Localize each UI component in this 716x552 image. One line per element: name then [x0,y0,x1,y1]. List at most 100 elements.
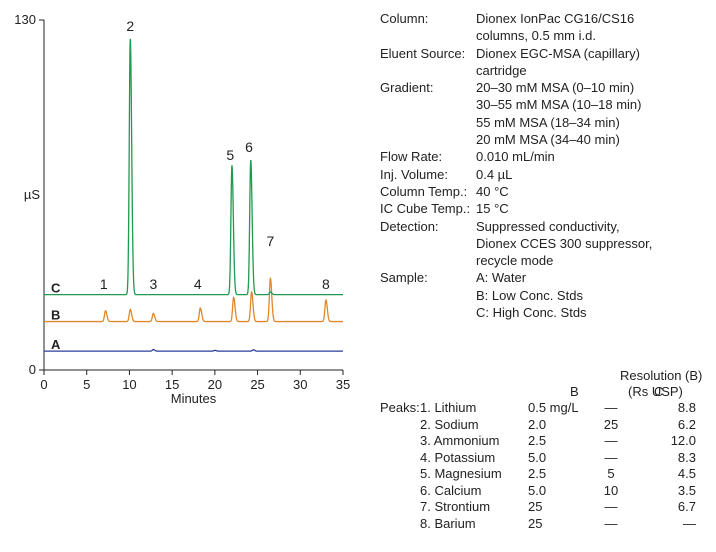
condition-label: IC Cube Temp.: [380,201,471,217]
peak-resolution: 12.0 [670,433,696,448]
peaks-label: Peaks: [380,400,420,415]
trace-B [44,276,343,323]
peak-row: Peaks: 1. Lithium 0.5 mg/L — 8.8 [380,400,696,417]
x-tick-label: 10 [122,377,136,392]
condition-label: Flow Rate: [380,149,443,165]
condition-label: Column Temp.: [380,183,468,199]
peak-label: 3 [149,276,157,292]
condition-value: 15 °C [476,201,509,217]
condition-value: B: Low Conc. Stds [476,287,583,303]
condition-values: Dionex EGC-MSA (capillary) cartridge [476,45,640,80]
peak-name: 1. Lithium [420,400,477,415]
peaks-label [380,433,420,450]
peaks-table: Resolution (B) (Rs USP) B C Peaks: 1. Lit… [380,368,702,532]
peak-b-value: 2.5 [528,433,547,448]
condition-row: Inj. Volume: 0.4 µL [380,166,652,183]
peak-b-value: 25 [528,499,543,514]
peak-name: 8. Barium [420,515,476,531]
x-tick-label: 5 [83,377,90,392]
condition-value: Suppressed conductivity, [476,218,620,234]
condition-label: Eluent Source: [380,45,466,61]
peak-c-value: 5 [607,466,615,481]
trace-C [44,38,343,296]
peak-b-value: 25 [528,515,543,531]
condition-value: Dionex IonPac CG16/CS16 [476,11,635,26]
trace-label-B: B [51,308,60,323]
condition-values: 20–30 mM MSA (0–10 min) 30–55 mM MSA (10–… [476,79,641,148]
peak-resolution: 6.2 [677,416,696,432]
peaks-label [380,417,420,434]
peak-name: 4. Potassium [420,449,496,465]
condition-row: Detection: Suppressed conductivity, Dionex… [380,218,652,270]
condition-row: IC Cube Temp.: 15 °C [380,200,652,217]
peak-label: 6 [245,139,253,155]
peak-b-value: 2.0 [528,416,547,432]
peaks-label [380,466,420,483]
trace-label-A: A [51,337,61,352]
condition-label: Inj. Volume: [380,166,448,182]
condition-values: 40 °C [476,183,509,200]
peaks-label [380,483,420,500]
condition-label: Gradient: [380,80,434,96]
condition-values: Suppressed conductivity, Dionex CCES 300 … [476,218,652,270]
peak-row: 2. Sodium 2.0 25 6.2 [380,417,696,434]
conditions-panel: Column: Dionex IonPac CG16/CS16 columns, 0… [380,10,652,321]
condition-row: Column: Dionex IonPac CG16/CS16 columns, 0… [380,10,652,45]
condition-label: Column: [380,11,429,26]
peak-row: 6. Calcium 5.0 10 3.5 [380,483,696,500]
peak-row: 5. Magnesium 2.5 5 4.5 [380,466,696,483]
peaks-table-body: Peaks: 1. Lithium 0.5 mg/L — 8.8 2. Sodium 2.0… [380,400,696,532]
col-c-header: C [654,384,664,399]
peak-row: 8. Barium 25 — — [380,516,696,533]
condition-row: Column Temp.: 40 °C [380,183,652,200]
condition-values: 0.4 µL [476,166,512,183]
peak-c-value: — [604,400,618,415]
x-tick-label: 0 [40,377,47,392]
peak-name: 6. Calcium [420,482,482,498]
condition-value: 20 mM MSA (34–40 min) [476,132,620,148]
peak-c-value: 25 [603,416,619,432]
peak-label: 4 [194,276,202,292]
condition-values: Dionex IonPac CG16/CS16 columns, 0.5 mm i… [476,10,634,45]
peak-label: 7 [266,233,274,249]
resolution-header: Resolution (B) [620,368,703,383]
condition-values: A: Water B: Low Conc. Stds C: High Conc. S… [476,269,587,321]
peak-label: 2 [126,18,134,34]
peak-name: 2. Sodium [420,416,479,432]
peaks-label [380,450,420,467]
peak-resolution: 3.5 [677,482,696,498]
x-tick-label: 15 [165,377,179,392]
x-tick-label: 20 [208,377,222,392]
peak-resolution: 4.5 [677,466,696,481]
condition-value: Dionex EGC-MSA (capillary) [476,45,640,61]
peak-c-value: — [604,449,618,465]
x-tick-label: 35 [336,377,350,392]
x-axis-label: Minutes [171,391,217,406]
peak-row: 3. Ammonium 2.5 — 12.0 [380,433,696,450]
condition-value: 0.010 mL/min [476,149,555,165]
peak-row: 4. Potassium 5.0 — 8.3 [380,450,696,467]
condition-row: Sample: A: Water B: Low Conc. Stds C: High … [380,269,652,321]
condition-value: 0.4 µL [476,166,513,182]
condition-value: Dionex CCES 300 suppressor, [476,235,653,251]
condition-value: 40 °C [476,183,509,199]
y-tick-label: 130 [14,12,36,27]
peak-b-value: 0.5 mg/L [528,400,579,415]
y-axis-label: µS [24,187,40,202]
trace-label-C: C [51,281,61,296]
condition-value: columns, 0.5 mm i.d. [476,28,596,44]
condition-label: Detection: [380,218,439,234]
condition-row: Gradient: 20–30 mM MSA (0–10 min) 30–55 mM… [380,79,652,148]
x-tick-label: 30 [293,377,307,392]
condition-label: Sample: [380,270,428,286]
peak-label: 1 [100,276,108,292]
peak-name: 5. Magnesium [420,466,502,481]
condition-value: 30–55 mM MSA (10–18 min) [476,97,642,113]
peak-row: 7. Strontium 25 — 6.7 [380,499,696,516]
peak-c-value: — [604,515,618,531]
peak-c-value: 10 [603,482,619,498]
peak-label: 5 [226,147,234,163]
x-tick-label: 25 [250,377,264,392]
peaks-label [380,516,420,533]
